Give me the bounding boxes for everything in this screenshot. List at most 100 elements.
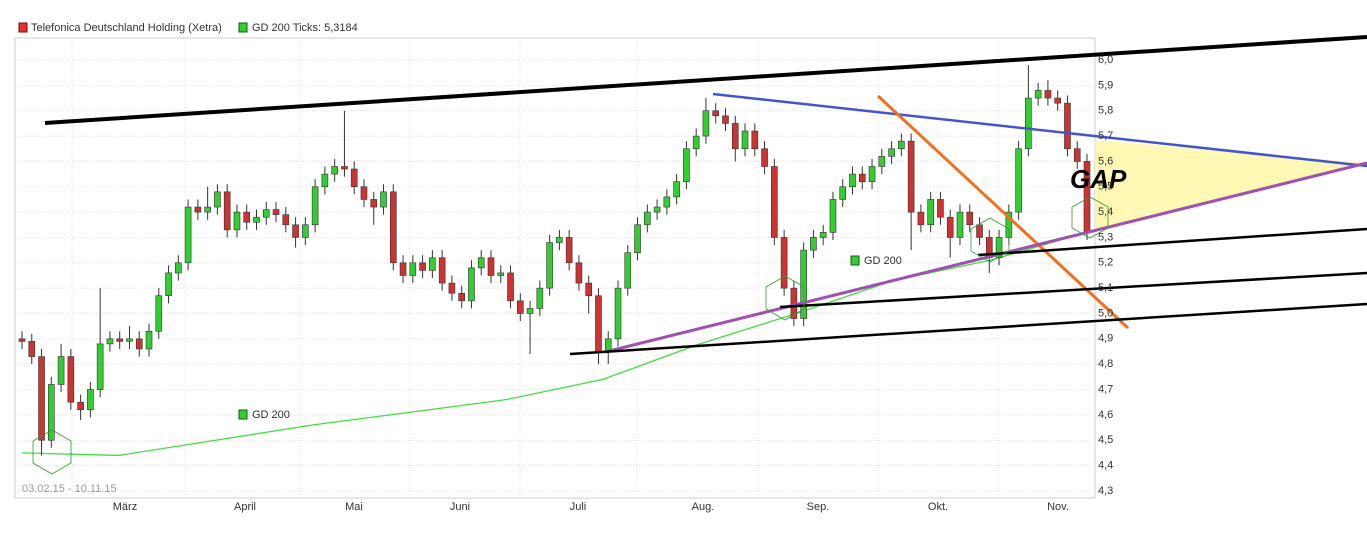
candle-body xyxy=(419,262,426,271)
candle-body xyxy=(448,282,456,294)
line-label-swatch xyxy=(850,255,860,266)
candle-body xyxy=(389,191,397,264)
y-tick-label: 5,4 xyxy=(1098,206,1113,218)
y-tick-label: 4,8 xyxy=(1098,358,1113,370)
candle-body xyxy=(96,343,104,390)
hexagon xyxy=(765,275,805,321)
candle-body xyxy=(927,199,934,226)
candle-body xyxy=(438,257,446,284)
line-label: GD 200 xyxy=(252,409,290,421)
candle-body xyxy=(360,186,368,200)
x-tick-label: März xyxy=(113,501,137,513)
candle-body xyxy=(780,237,788,289)
candle-body xyxy=(585,282,592,297)
candle-body xyxy=(692,135,700,150)
candle-body xyxy=(409,262,417,276)
candle-body xyxy=(331,166,338,175)
candle-body xyxy=(311,186,319,226)
candle-body xyxy=(497,272,505,276)
candle-body xyxy=(624,252,632,289)
candle-body xyxy=(868,166,876,183)
candle-body xyxy=(1054,97,1061,104)
candle-body xyxy=(644,211,651,226)
candle-body xyxy=(350,168,358,188)
x-tick-label: Mai xyxy=(345,501,363,513)
candle-body xyxy=(849,173,856,188)
candle-body xyxy=(702,110,710,137)
candle-body xyxy=(771,166,778,238)
trend-line xyxy=(604,161,1367,354)
candle-body xyxy=(116,338,124,342)
y-tick-label: 5,6 xyxy=(1098,155,1113,167)
candle-body xyxy=(1073,148,1081,162)
candle-body xyxy=(878,156,886,167)
trend-lines: GAP xyxy=(32,35,1367,475)
candle-body xyxy=(761,148,768,167)
candle-body xyxy=(565,237,573,264)
candle-body xyxy=(614,287,622,340)
candle-body xyxy=(28,341,36,357)
y-tick-label: 4,4 xyxy=(1098,459,1113,471)
candle-body xyxy=(77,401,84,411)
y-tick-label: 5,0 xyxy=(1098,307,1113,319)
candle-body xyxy=(194,206,202,213)
candle-body xyxy=(184,206,192,264)
x-tick-label: Juli xyxy=(570,501,587,513)
y-tick-label: 4,7 xyxy=(1098,383,1113,395)
candle-body xyxy=(262,209,270,218)
candle-body xyxy=(1064,102,1071,150)
candle-body xyxy=(399,262,407,276)
candle-body xyxy=(653,206,661,213)
candle-body xyxy=(380,191,387,208)
legend-label: Telefonica Deutschland Holding (Xetra) xyxy=(31,22,222,34)
candle-body xyxy=(556,237,563,243)
candle-body xyxy=(1034,90,1042,99)
candle-body xyxy=(253,216,260,223)
line-label-swatch xyxy=(238,409,248,420)
candle-body xyxy=(1025,97,1032,150)
candle-body xyxy=(57,356,65,385)
candle-body xyxy=(282,214,290,226)
y-tick-label: 4,9 xyxy=(1098,333,1113,345)
x-tick-label: Nov. xyxy=(1047,501,1069,513)
candle-body xyxy=(819,232,827,238)
trend-line xyxy=(569,302,1367,356)
candle-body xyxy=(48,384,55,441)
y-tick-label: 4,5 xyxy=(1098,434,1113,446)
candle-body xyxy=(135,338,143,350)
candle-body xyxy=(165,272,172,297)
candle-body xyxy=(87,389,94,411)
candle-body xyxy=(683,148,690,183)
candle-body xyxy=(517,300,524,314)
candle-body xyxy=(477,257,485,269)
x-tick-label: Sep. xyxy=(807,501,830,513)
candle-body xyxy=(175,262,182,274)
candle-body xyxy=(995,237,1003,259)
candle-body xyxy=(712,110,720,117)
candle-body xyxy=(966,211,974,226)
candle-body xyxy=(673,181,680,198)
y-tick-label: 5,7 xyxy=(1098,130,1113,142)
candle-body xyxy=(839,186,847,200)
candle-body xyxy=(663,196,671,208)
legend-swatch xyxy=(18,22,28,33)
candle-body xyxy=(976,224,983,238)
x-tick-label: April xyxy=(234,501,256,513)
candle-body xyxy=(214,191,221,208)
candle-body xyxy=(302,224,309,238)
y-tick-label: 5,3 xyxy=(1098,231,1113,243)
candle-body xyxy=(155,295,163,332)
candle-body xyxy=(575,262,583,284)
y-tick-label: 5,8 xyxy=(1098,105,1113,117)
candle-body xyxy=(106,338,114,345)
plot xyxy=(15,38,1095,498)
hexagon xyxy=(32,429,72,475)
x-tick-label: Okt. xyxy=(928,501,948,513)
candle-body xyxy=(917,211,925,226)
candle-body xyxy=(810,237,817,251)
trend-line xyxy=(977,227,1367,257)
candle-body xyxy=(907,140,915,213)
x-tick-label: Juni xyxy=(450,501,470,513)
y-tick-label: 5,5 xyxy=(1098,181,1113,193)
candle-body xyxy=(751,130,759,150)
